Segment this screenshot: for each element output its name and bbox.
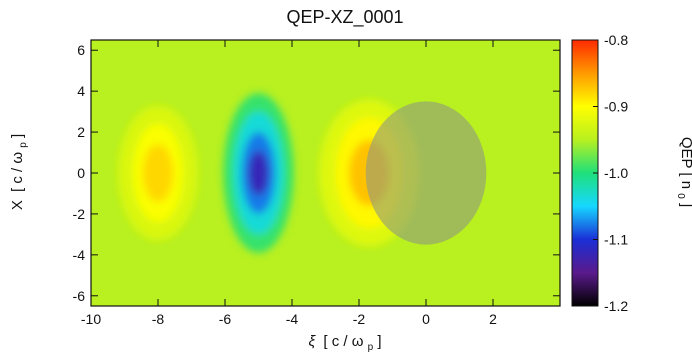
heatmap-field [91, 40, 560, 306]
heatmap-minimum-2-contour-4 [248, 150, 269, 196]
colorbar-tick-label: -1.0 [604, 165, 628, 181]
heatmap-maximum-1-contour-3 [142, 144, 174, 202]
y-tick-label: 2 [77, 124, 85, 140]
y-tick-label: -4 [73, 247, 86, 263]
chart-title: QEP-XZ_0001 [286, 7, 403, 28]
y-tick-label: -6 [73, 288, 86, 304]
x-axis-label: ξ [ c / ω p ] [308, 333, 381, 353]
x-tick-label: -6 [219, 311, 232, 327]
colorbar-tick-label: -0.8 [604, 32, 628, 48]
colorbar-ticks: -0.8 -0.9 -1.0 -1.1 -1.2 [593, 32, 628, 314]
colorbar-tick-label: -1.2 [604, 298, 628, 314]
plot-area [90, 39, 561, 307]
x-tick-label: -2 [353, 311, 366, 327]
y-axis-label: X [ c / ω p ] [9, 134, 30, 210]
x-axis: -10 -8 -6 -4 -2 0 2 [81, 40, 497, 327]
colorbar-tick-label: -0.9 [604, 99, 628, 115]
x-tick-label: -8 [152, 311, 165, 327]
x-tick-label: 2 [489, 311, 497, 327]
y-tick-label: -2 [73, 206, 86, 222]
colorbar-tick-label: -1.1 [604, 232, 628, 248]
y-axis: 6 4 2 0 -2 -4 -6 [73, 42, 560, 304]
x-tick-label: 0 [422, 311, 430, 327]
y-tick-label: 4 [77, 83, 85, 99]
overlay-ellipse [365, 101, 487, 245]
x-tick-label: -4 [286, 311, 299, 327]
x-tick-label: -10 [81, 311, 101, 327]
y-tick-label: 0 [77, 165, 85, 181]
colorbar: -0.8 -0.9 -1.0 -1.1 -1.2 [571, 32, 628, 314]
colorbar-label: QEP [ n 0 ] [674, 137, 692, 207]
y-tick-label: 6 [77, 42, 85, 58]
